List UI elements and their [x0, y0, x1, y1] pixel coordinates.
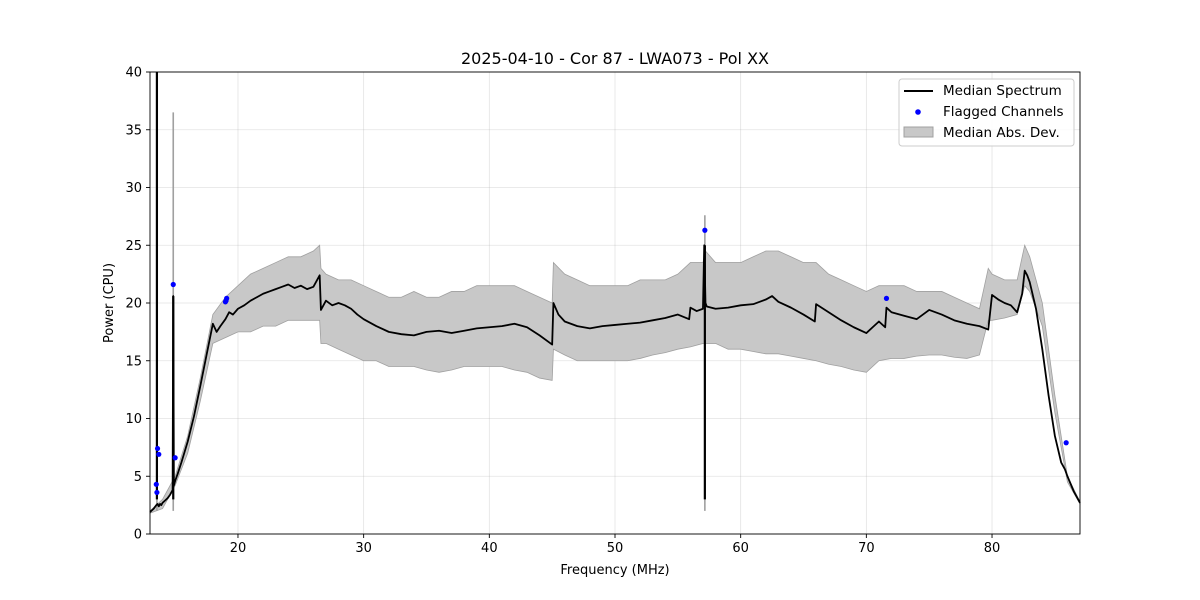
y-tick-label: 35: [125, 123, 142, 138]
y-tick-label: 5: [134, 470, 142, 485]
x-tick-label: 20: [230, 541, 247, 556]
y-tick-label: 0: [134, 528, 142, 543]
legend: Median Spectrum Flagged Channels Median …: [898, 78, 1075, 147]
chart-title: 2025-04-10 - Cor 87 - LWA073 - Pol XX: [461, 49, 769, 68]
y-axis-ticks: 0 5 10 15 20 25 30 35 40: [125, 66, 150, 543]
y-tick-label: 25: [125, 239, 142, 254]
y-tick-label: 20: [125, 297, 142, 312]
median-spectrum: [149, 72, 1081, 513]
flagged-point: [154, 489, 160, 496]
flagged-point: [153, 481, 159, 487]
x-axis-label: Frequency (MHz): [560, 563, 669, 578]
flagged-point: [170, 281, 176, 288]
flagged-point: [172, 455, 178, 461]
y-axis-label: Power (CPU): [102, 263, 117, 343]
y-tick-label: 10: [125, 412, 142, 427]
flagged-point: [1063, 440, 1069, 446]
legend-flagged-swatch: [915, 109, 921, 115]
legend-label-flagged: Flagged Channels: [943, 104, 1064, 120]
median-line: [149, 244, 1081, 513]
flagged-point: [156, 451, 162, 457]
x-axis-ticks: 20 30 40 50 60 70 80: [230, 534, 1001, 556]
x-tick-label: 60: [732, 541, 749, 556]
y-tick-label: 40: [125, 66, 142, 81]
y-tick-label: 30: [125, 181, 142, 196]
legend-box: [898, 78, 1075, 147]
legend-label-median: Median Spectrum: [943, 83, 1062, 99]
flagged-point: [702, 227, 708, 233]
legend-label-mad: Median Abs. Dev.: [943, 125, 1060, 141]
flagged-point: [224, 295, 230, 301]
flagged-channels: [153, 227, 1069, 496]
flagged-point: [154, 445, 161, 452]
x-tick-label: 50: [607, 541, 624, 556]
legend-mad-swatch: [903, 126, 934, 138]
x-tick-label: 70: [858, 541, 875, 556]
flagged-point: [883, 295, 890, 301]
x-tick-label: 80: [984, 541, 1001, 556]
x-tick-label: 40: [481, 541, 498, 556]
x-tick-label: 30: [355, 541, 372, 556]
y-tick-label: 15: [125, 354, 142, 369]
